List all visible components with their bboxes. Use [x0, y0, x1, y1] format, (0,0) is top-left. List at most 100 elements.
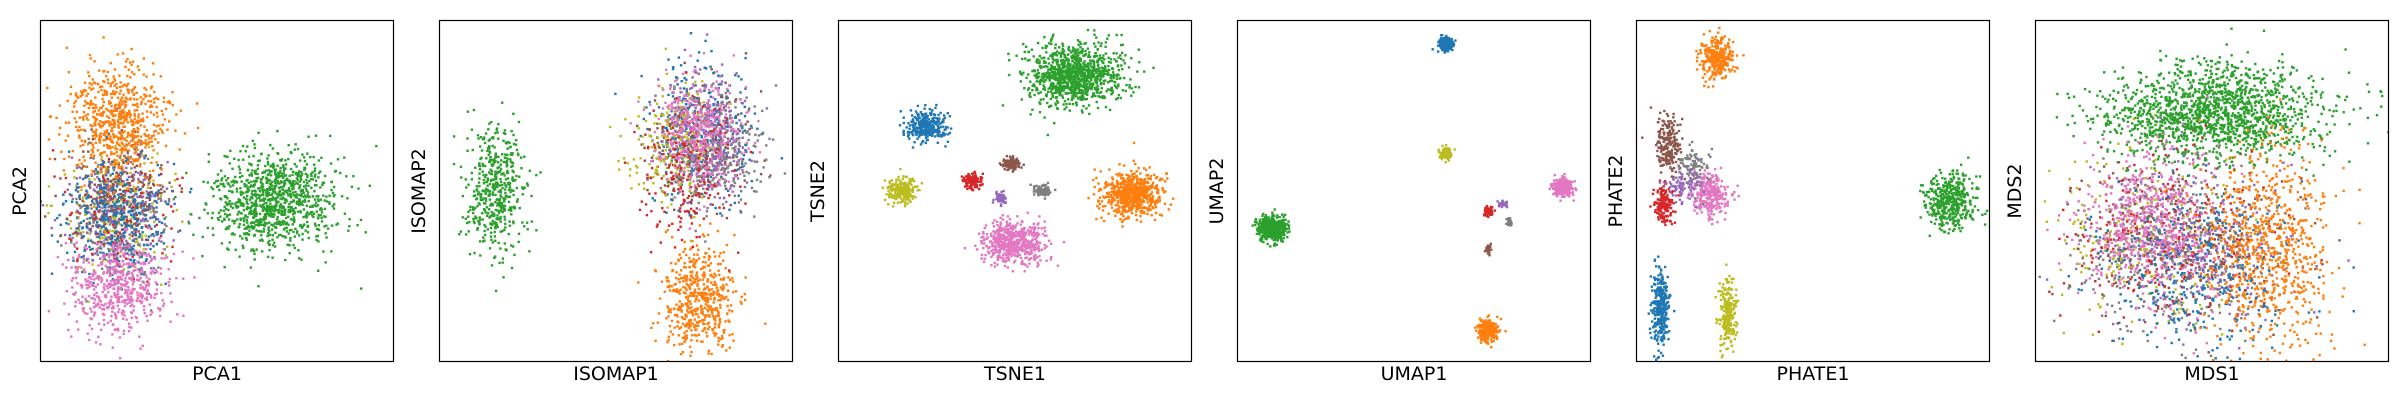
data-point — [107, 218, 110, 221]
data-point — [693, 334, 697, 337]
data-point — [510, 153, 514, 157]
data-point — [124, 289, 128, 292]
data-point — [92, 87, 95, 90]
data-point — [92, 130, 95, 133]
data-point — [94, 96, 97, 99]
data-point — [80, 188, 83, 192]
data-point — [693, 326, 696, 329]
data-point — [132, 176, 135, 179]
data-point — [722, 297, 726, 301]
data-point — [733, 116, 737, 119]
data-point — [109, 259, 112, 262]
data-point — [113, 158, 116, 162]
data-point — [102, 233, 105, 236]
data-point — [135, 164, 139, 167]
data-point — [140, 100, 143, 104]
data-point — [59, 177, 62, 180]
data-point — [142, 178, 145, 182]
data-point — [291, 209, 294, 212]
data-point — [733, 201, 736, 205]
data-point — [706, 154, 709, 158]
data-point — [116, 198, 119, 201]
data-point — [148, 169, 152, 173]
data-point — [91, 156, 94, 159]
data-point — [703, 299, 706, 302]
data-point — [283, 168, 286, 171]
data-point — [101, 98, 104, 101]
data-point — [78, 212, 82, 215]
data-point — [284, 258, 287, 262]
data-point — [117, 138, 120, 141]
data-point — [163, 257, 166, 260]
data-point — [95, 295, 98, 298]
data-point — [118, 263, 121, 266]
data-point — [517, 120, 521, 124]
data-point — [514, 143, 518, 146]
data-point — [246, 178, 249, 182]
data-point — [117, 193, 120, 196]
data-point — [111, 201, 115, 204]
data-point — [288, 244, 291, 247]
data-point — [673, 343, 676, 347]
data-point — [66, 188, 69, 191]
data-point — [86, 217, 89, 221]
data-point — [109, 303, 112, 306]
data-point — [145, 205, 149, 208]
data-point — [152, 234, 156, 238]
data-point — [123, 100, 126, 104]
data-point — [677, 192, 680, 195]
data-point — [217, 211, 221, 215]
data-point — [69, 213, 72, 216]
data-point — [103, 191, 106, 194]
data-point — [466, 137, 469, 140]
data-point — [79, 90, 83, 93]
data-point — [317, 224, 320, 227]
data-point — [120, 129, 123, 132]
data-point — [127, 322, 131, 325]
data-point — [119, 81, 122, 84]
data-point — [292, 216, 296, 219]
data-point — [707, 255, 711, 258]
data-point — [467, 210, 470, 213]
data-point — [503, 218, 507, 221]
data-point — [112, 193, 115, 196]
data-point — [103, 242, 107, 245]
data-point — [476, 228, 479, 231]
data-point — [70, 266, 73, 269]
data-point — [283, 213, 287, 216]
data-point — [129, 161, 133, 164]
data-point — [670, 159, 673, 162]
data-point — [74, 305, 77, 308]
data-point — [669, 308, 673, 311]
data-point — [172, 198, 175, 201]
data-point — [134, 262, 137, 265]
data-point — [112, 166, 115, 169]
data-point — [132, 265, 136, 268]
data-point — [134, 221, 138, 225]
data-point — [82, 204, 86, 207]
data-point — [707, 178, 710, 181]
data-point — [247, 189, 251, 192]
data-point — [161, 252, 164, 255]
data-point — [725, 283, 728, 286]
data-point — [87, 257, 90, 261]
data-point — [275, 182, 279, 185]
data-point — [147, 145, 151, 149]
data-point — [129, 155, 132, 159]
data-point — [130, 224, 134, 227]
data-point — [90, 83, 93, 86]
data-point — [137, 179, 141, 182]
data-point — [673, 307, 676, 311]
data-point — [136, 299, 139, 303]
data-point — [272, 196, 275, 199]
data-point — [687, 106, 690, 109]
data-point — [71, 286, 74, 289]
data-point — [301, 232, 304, 236]
data-point — [258, 212, 262, 216]
data-point — [94, 212, 97, 215]
data-point — [245, 232, 248, 235]
data-point — [162, 213, 165, 217]
data-point — [162, 304, 165, 308]
data-point — [130, 213, 133, 217]
